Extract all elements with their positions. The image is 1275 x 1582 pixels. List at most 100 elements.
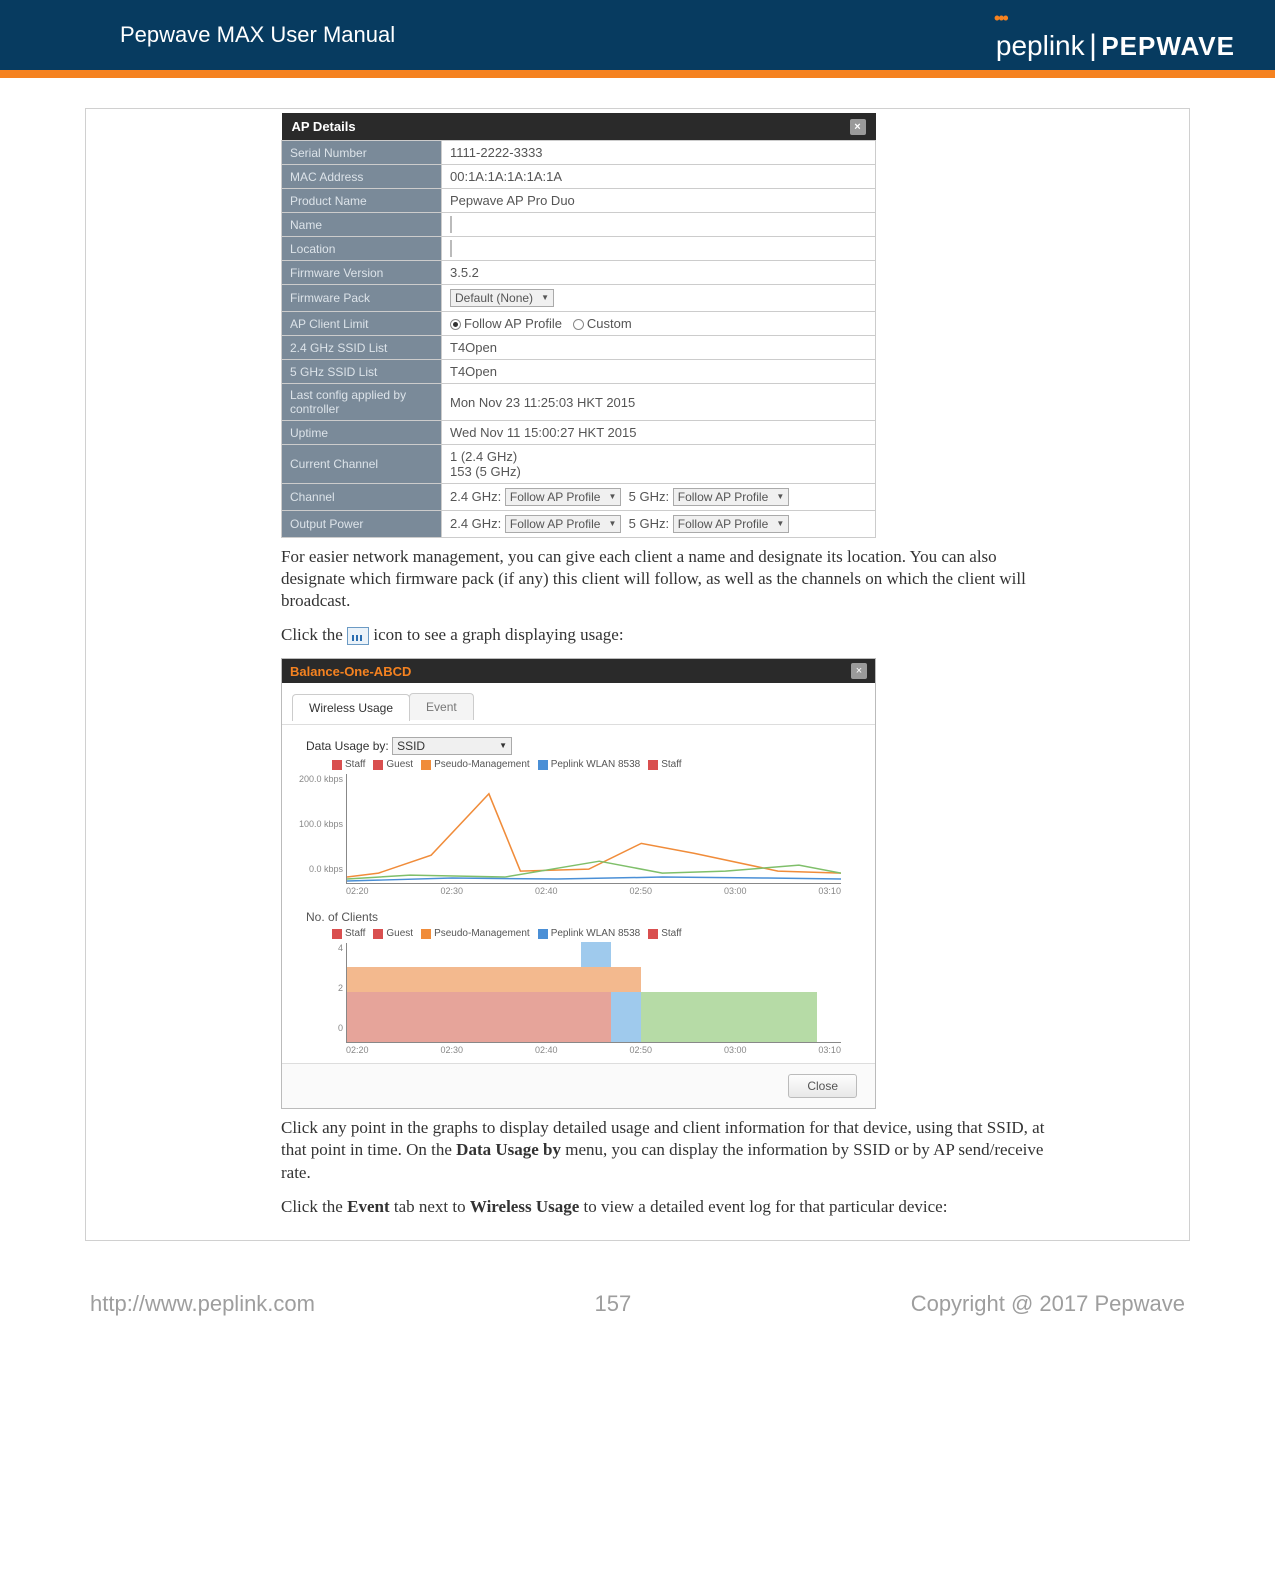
product-value: Pepwave AP Pro Duo [442,189,876,213]
fwpack-select[interactable]: Default (None) [450,289,554,307]
chart2-legend: StaffGuestPseudo-ManagementPeplink WLAN … [324,928,851,939]
close-button[interactable]: Close [788,1074,857,1098]
uptime-value: Wed Nov 11 15:00:27 HKT 2015 [442,421,876,445]
lastcfg-label: Last config applied by controller [282,384,442,421]
aplimit-label: AP Client Limit [282,312,442,336]
bar-stack [611,967,641,1042]
chart1-xaxis: 02:2002:3002:4002:5003:0003:10 [346,886,841,896]
power-label: Output Power [282,511,442,538]
curch-label: Current Channel [282,445,442,484]
channel-24-select[interactable]: Follow AP Profile [505,488,622,506]
legend-swatch [538,929,548,939]
xtick: 03:00 [724,886,747,896]
content-frame: AP Details × Serial Number1111-2222-3333… [85,108,1190,1241]
xtick: 02:30 [440,886,463,896]
legend-label: Staff [345,928,365,939]
brand-logo: ••• peplink | PEPWAVE [996,8,1235,63]
legend-swatch [332,760,342,770]
aplimit-opt1-label: Follow AP Profile [464,316,562,331]
chart1-legend: StaffGuestPseudo-ManagementPeplink WLAN … [324,759,851,770]
xtick: 02:40 [535,1045,558,1055]
xtick: 03:10 [818,886,841,896]
location-input[interactable] [450,240,452,257]
lastcfg-value: Mon Nov 23 11:25:03 HKT 2015 [442,384,876,421]
legend-swatch [373,929,383,939]
xtick: 02:50 [629,886,652,896]
legend-label: Staff [661,928,681,939]
ssid5-value: T4Open [442,360,876,384]
serial-label: Serial Number [282,141,442,165]
chart2-xaxis: 02:20 02:30 02:40 02:50 03:00 03:10 [346,1045,841,1055]
xtick: 03:00 [724,1045,747,1055]
chart2-ytick: 0 [297,1023,343,1033]
fwpack-label: Firmware Pack [282,285,442,312]
data-usage-by-label: Data Usage by: [306,739,389,753]
tab-event[interactable]: Event [409,693,474,720]
mac-label: MAC Address [282,165,442,189]
legend-swatch [648,929,658,939]
aplimit-radio-custom[interactable] [573,319,584,330]
logo-separator: | [1089,29,1097,62]
close-icon[interactable]: × [850,119,866,135]
paragraph-1: For easier network management, you can g… [281,546,1051,612]
power-24-select[interactable]: Follow AP Profile [505,515,622,533]
paragraph-4: Click the Event tab next to Wireless Usa… [281,1196,1051,1218]
page-header: Pepwave MAX User Manual ••• peplink | PE… [0,0,1275,78]
channel-5-select[interactable]: Follow AP Profile [673,488,790,506]
mac-value: 00:1A:1A:1A:1A:1A [442,165,876,189]
legend-label: Staff [661,759,681,770]
fwver-value: 3.5.2 [442,261,876,285]
logo-dots-icon: ••• [994,8,1007,28]
aplimit-radio-profile[interactable] [450,319,461,330]
legend-swatch [421,760,431,770]
name-label: Name [282,213,442,237]
chart1-ytick: 100.0 kbps [297,819,343,829]
channel-value: 2.4 GHz: Follow AP Profile 5 GHz: Follow… [442,484,876,511]
logo-brand-pepwave: PEPWAVE [1101,31,1235,61]
xtick: 03:10 [818,1045,841,1055]
paragraph-2: Click the icon to see a graph displaying… [281,624,1051,646]
data-usage-chart[interactable]: 200.0 kbps100.0 kbps0.0 kbps [346,774,841,884]
xtick: 02:20 [346,886,369,896]
xtick: 02:30 [440,1045,463,1055]
data-usage-by-select[interactable]: SSID [392,737,512,755]
logo-brand-peplink: peplink [996,30,1085,61]
legend-swatch [538,760,548,770]
ssid24-label: 2.4 GHz SSID List [282,336,442,360]
chart1-ytick: 0.0 kbps [297,864,343,874]
legend-label: Staff [345,759,365,770]
name-input[interactable] [450,216,452,233]
footer-page: 157 [594,1291,631,1317]
chart-icon[interactable] [347,627,369,645]
legend-label: Guest [386,928,413,939]
usage-tabs: Wireless UsageEvent [282,683,875,725]
legend-label: Pseudo-Management [434,759,530,770]
footer-copyright: Copyright @ 2017 Pepwave [911,1291,1185,1317]
location-label: Location [282,237,442,261]
ssid24-value: T4Open [442,336,876,360]
usage-panel: Balance-One-ABCD × Wireless UsageEvent D… [281,658,876,1109]
product-label: Product Name [282,189,442,213]
legend-swatch [332,929,342,939]
footer-url: http://www.peplink.com [90,1291,315,1317]
legend-swatch [421,929,431,939]
ap-details-title: AP Details [282,113,442,141]
legend-label: Peplink WLAN 8538 [551,759,641,770]
chart2-ytick: 2 [297,983,343,993]
aplimit-opt2-label: Custom [587,316,632,331]
usage-device-name: Balance-One-ABCD [290,664,411,679]
usage-close-icon[interactable]: × [851,663,867,679]
legend-swatch [373,760,383,770]
clients-chart[interactable]: 420 [346,943,841,1043]
chart2-ytick: 4 [297,943,343,953]
power-value: 2.4 GHz: Follow AP Profile 5 GHz: Follow… [442,511,876,538]
xtick: 02:20 [346,1045,369,1055]
power-5-select[interactable]: Follow AP Profile [673,515,790,533]
manual-title: Pepwave MAX User Manual [120,22,395,48]
legend-label: Peplink WLAN 8538 [551,928,641,939]
bar-stack [641,992,817,1042]
uptime-label: Uptime [282,421,442,445]
clients-chart-title: No. of Clients [306,910,851,924]
xtick: 02:50 [629,1045,652,1055]
tab-wireless-usage[interactable]: Wireless Usage [292,694,410,721]
